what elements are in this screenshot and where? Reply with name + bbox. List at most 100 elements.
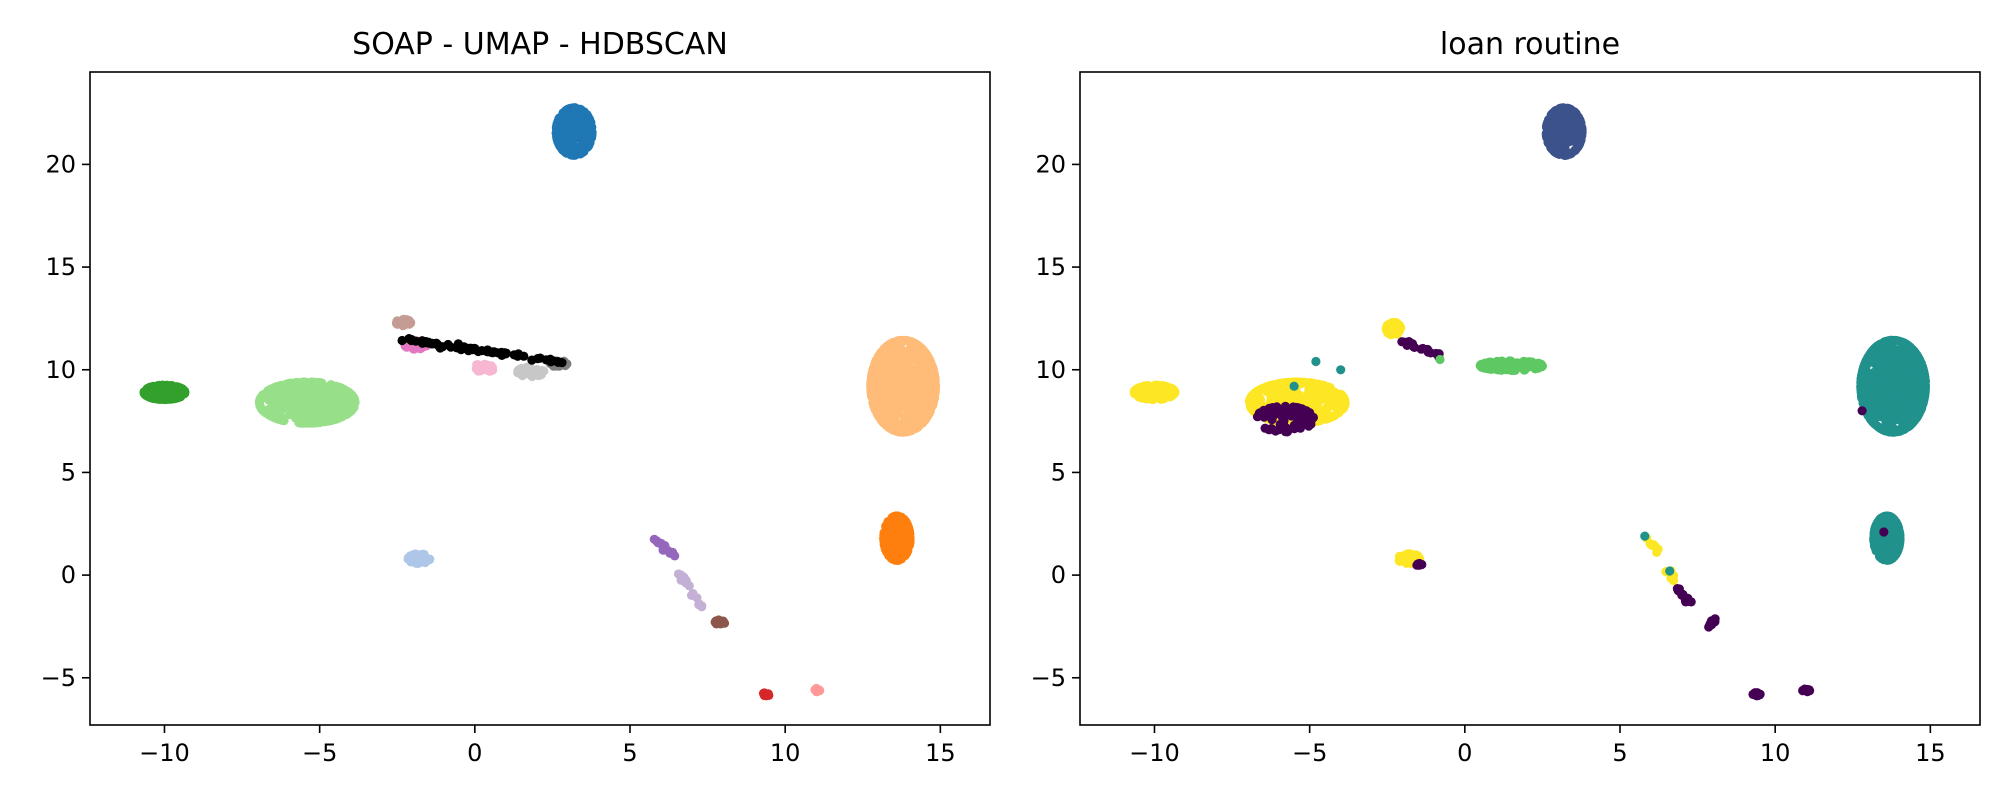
cluster-3-point	[894, 346, 905, 356]
cluster-5-point	[1879, 551, 1889, 561]
cluster-3-point	[899, 335, 910, 345]
cluster-3-point	[930, 380, 941, 391]
cluster-4-point	[1880, 398, 1890, 409]
chart-title: SOAP - UMAP - HDBSCAN	[352, 27, 728, 62]
cluster-3-point	[922, 382, 932, 392]
cluster-9-point	[1527, 360, 1537, 370]
cluster-4-point	[1905, 371, 1915, 381]
cluster-3-point	[868, 363, 879, 373]
cluster-8-point	[1382, 320, 1392, 330]
cluster-4-point	[1871, 342, 1881, 352]
cluster-3-point	[898, 357, 908, 368]
cluster-2-point	[305, 378, 315, 388]
cluster-5-point	[1895, 533, 1905, 543]
cluster-8-point	[473, 366, 483, 376]
segment-0-point	[553, 357, 563, 367]
highlight-point-6	[1879, 527, 1889, 537]
segment-1-point	[656, 538, 666, 549]
segment-0-point	[1400, 337, 1410, 347]
subplot-2: loan routine −10 −5 0 5 10 15 −5 0 5 10 15 20	[1031, 27, 1981, 767]
cluster-2-point	[274, 389, 284, 400]
cluster-4-point	[1869, 367, 1879, 377]
cluster-3-point	[892, 403, 902, 413]
cluster-4-point	[1905, 421, 1915, 431]
segment-0-point	[498, 349, 508, 359]
cluster-9-point	[1509, 364, 1519, 374]
highlight-point-2	[1289, 381, 1299, 391]
y-tick-label: 10	[45, 356, 76, 384]
segment-2-point	[697, 602, 707, 612]
y-tick-label: 0	[61, 561, 76, 589]
cluster-4-point	[1887, 344, 1897, 354]
cluster-2-point	[316, 397, 326, 407]
cluster-1-point	[157, 388, 167, 398]
cluster-4-point	[1896, 374, 1906, 384]
cluster-2-point	[292, 392, 302, 402]
cluster-3-point	[889, 420, 900, 430]
cluster-13-point	[811, 683, 822, 694]
cluster-6-point	[400, 315, 410, 325]
segment-3-point	[1678, 591, 1689, 601]
cluster-5-point	[1871, 546, 1881, 556]
cluster-3-point	[1292, 402, 1302, 413]
cluster-5-point	[409, 549, 419, 560]
x-tick-label: 15	[1915, 739, 1946, 767]
cluster-12-point	[763, 689, 773, 699]
cluster-4-point	[1881, 385, 1892, 395]
cluster-4-point	[1881, 363, 1891, 373]
cluster-2-point	[1329, 388, 1339, 398]
cluster-5-point	[1883, 511, 1894, 521]
cluster-8-point	[1394, 320, 1404, 330]
cluster-3-point	[900, 415, 910, 425]
x-tick-label: 10	[770, 739, 801, 767]
cluster-1-point	[172, 382, 182, 392]
cluster-4-point	[1898, 402, 1909, 412]
x-tick-label: −10	[1129, 739, 1180, 767]
cluster-9-point	[531, 369, 542, 379]
cluster-1-point	[1151, 383, 1161, 393]
cluster-4-point	[887, 550, 898, 560]
cluster-2-point	[1322, 404, 1332, 414]
segment-0-point	[423, 338, 433, 348]
x-tick-label: 0	[467, 739, 482, 767]
cluster-2-point	[1309, 395, 1319, 406]
cluster-2-point	[1327, 412, 1337, 422]
highlight-point-1	[1336, 365, 1346, 375]
cluster-4-point	[1880, 426, 1890, 436]
x-tick-label: 0	[1457, 739, 1472, 767]
cluster-3-point	[894, 427, 904, 437]
cluster-4-point	[1886, 404, 1896, 414]
highlight-point-7	[1435, 354, 1445, 365]
highlight-point-0	[1311, 356, 1321, 367]
highlight-point-4	[1665, 566, 1675, 576]
cluster-3-point	[1282, 423, 1292, 433]
cluster-4-point	[898, 526, 908, 536]
cluster-4-point	[1857, 369, 1867, 379]
x-tick-label: −10	[139, 739, 190, 767]
cluster-1-point	[1165, 387, 1175, 397]
segment-0-point	[489, 347, 499, 357]
cluster-4-point	[1905, 403, 1915, 414]
cluster-6-point	[1402, 551, 1412, 561]
cluster-4-point	[902, 548, 912, 558]
cluster-7-point	[1414, 558, 1425, 569]
cluster-2-point	[1263, 383, 1273, 393]
segment-0-point	[519, 351, 529, 361]
cluster-5-point	[1883, 538, 1893, 549]
cluster-4-point	[1897, 358, 1907, 368]
segment-0-point	[509, 350, 519, 360]
cluster-1-point	[1141, 391, 1151, 401]
cluster-1-point	[1143, 381, 1153, 391]
x-tick-label: −5	[302, 739, 337, 767]
cluster-3-point	[924, 355, 935, 365]
cluster-4-point	[899, 533, 909, 543]
cluster-0-point	[1547, 144, 1557, 154]
y-tick-label: 0	[1051, 561, 1066, 589]
y-tick-label: 20	[45, 150, 76, 178]
axes-frame	[89, 71, 991, 726]
cluster-2-point	[325, 399, 335, 409]
cluster-3-point	[924, 374, 935, 385]
cluster-2-point	[273, 396, 283, 407]
cluster-11-point	[717, 618, 727, 628]
y-tick-label: 10	[1035, 356, 1066, 384]
